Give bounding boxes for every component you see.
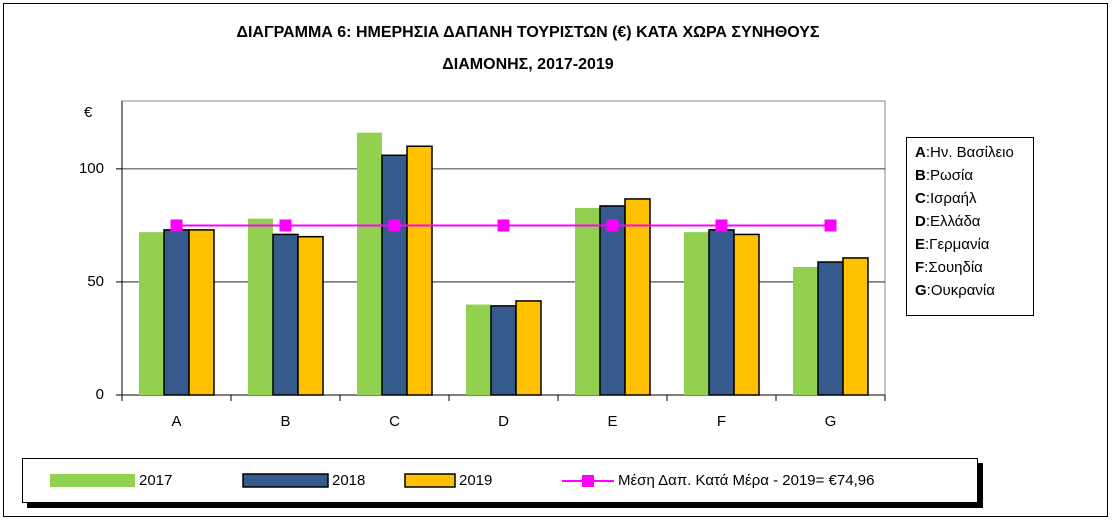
bar xyxy=(357,132,382,395)
line-marker xyxy=(606,219,619,232)
key-code: E xyxy=(915,236,925,253)
key-box xyxy=(906,137,1034,316)
key-label: :Σουηδία xyxy=(924,259,983,276)
bar xyxy=(163,229,190,396)
y-tick-label: 100 xyxy=(79,160,104,177)
bar xyxy=(599,205,626,396)
bar xyxy=(406,145,433,396)
line-marker xyxy=(824,219,837,232)
bar xyxy=(575,207,600,395)
key-entry: A:Ην. Βασίλειο xyxy=(915,144,1014,161)
x-tick-label: A xyxy=(171,413,181,430)
key-entry: G:Ουκρανία xyxy=(915,282,995,299)
key-entry: B:Ρωσία xyxy=(915,167,973,184)
bar xyxy=(793,266,818,395)
key-label: :Ουκρανία xyxy=(927,282,996,299)
y-tick-label: 50 xyxy=(87,273,104,290)
bar xyxy=(842,257,869,396)
key-code: F xyxy=(915,259,924,276)
bar xyxy=(708,229,735,396)
y-tick-label: 0 xyxy=(96,386,104,403)
key-entry: F:Σουηδία xyxy=(915,259,983,276)
x-tick-label: D xyxy=(498,413,509,430)
legend-label: 2017 xyxy=(139,472,172,489)
key-code: B xyxy=(915,167,926,184)
line-marker xyxy=(279,219,292,232)
bar xyxy=(624,198,651,396)
legend-marker xyxy=(582,475,594,487)
x-tick-label: C xyxy=(389,413,400,430)
line-marker xyxy=(715,219,728,232)
key-code: A xyxy=(915,144,926,161)
legend-label: 2018 xyxy=(332,472,365,489)
key-code: G xyxy=(915,282,927,299)
chart-title: ΔΙΑΜΟΝΗΣ, 2017-2019 xyxy=(442,56,613,73)
key-code: C xyxy=(915,190,926,207)
bar xyxy=(515,300,542,396)
line-marker xyxy=(388,219,401,232)
key-entry: C:Ισραήλ xyxy=(915,190,977,207)
bar xyxy=(490,305,517,396)
key-entry: E:Γερμανία xyxy=(915,236,990,253)
key-label: :Ρωσία xyxy=(926,167,973,184)
key-label: :Ην. Βασίλειο xyxy=(926,144,1014,161)
legend-swatch xyxy=(404,473,456,488)
bar xyxy=(248,218,273,395)
bar xyxy=(188,229,215,396)
key-code: D xyxy=(915,213,926,230)
y-axis-label: € xyxy=(84,104,93,121)
chart-title: ΔΙΑΓΡΑΜΜΑ 6: ΗΜΕΡΗΣΙΑ ΔΑΠΑΝΗ ΤΟΥΡΙΣΤΩΝ (… xyxy=(236,24,819,41)
x-tick-label: E xyxy=(607,413,617,430)
bar xyxy=(817,261,844,396)
legend-box xyxy=(22,458,978,503)
line-marker xyxy=(497,219,510,232)
bar xyxy=(139,232,164,395)
line-marker xyxy=(170,219,183,232)
key-label: :Ισραήλ xyxy=(926,190,977,207)
legend-swatch xyxy=(242,473,329,488)
bar xyxy=(297,235,324,396)
key-label: :Γερμανία xyxy=(925,236,990,253)
bar xyxy=(733,233,760,396)
legend-label: Μέση Δαπ. Κατά Μέρα - 2019= €74,96 xyxy=(618,472,874,489)
x-tick-label: F xyxy=(717,413,726,430)
bar xyxy=(466,304,491,395)
x-tick-label: B xyxy=(280,413,290,430)
legend-swatch xyxy=(50,474,135,487)
bar xyxy=(381,154,408,396)
bar xyxy=(272,233,299,396)
key-entry: D:Ελλάδα xyxy=(915,213,981,230)
x-tick-label: G xyxy=(825,413,837,430)
key-label: :Ελλάδα xyxy=(926,213,981,230)
legend-label: 2019 xyxy=(459,472,492,489)
bar xyxy=(684,232,709,395)
